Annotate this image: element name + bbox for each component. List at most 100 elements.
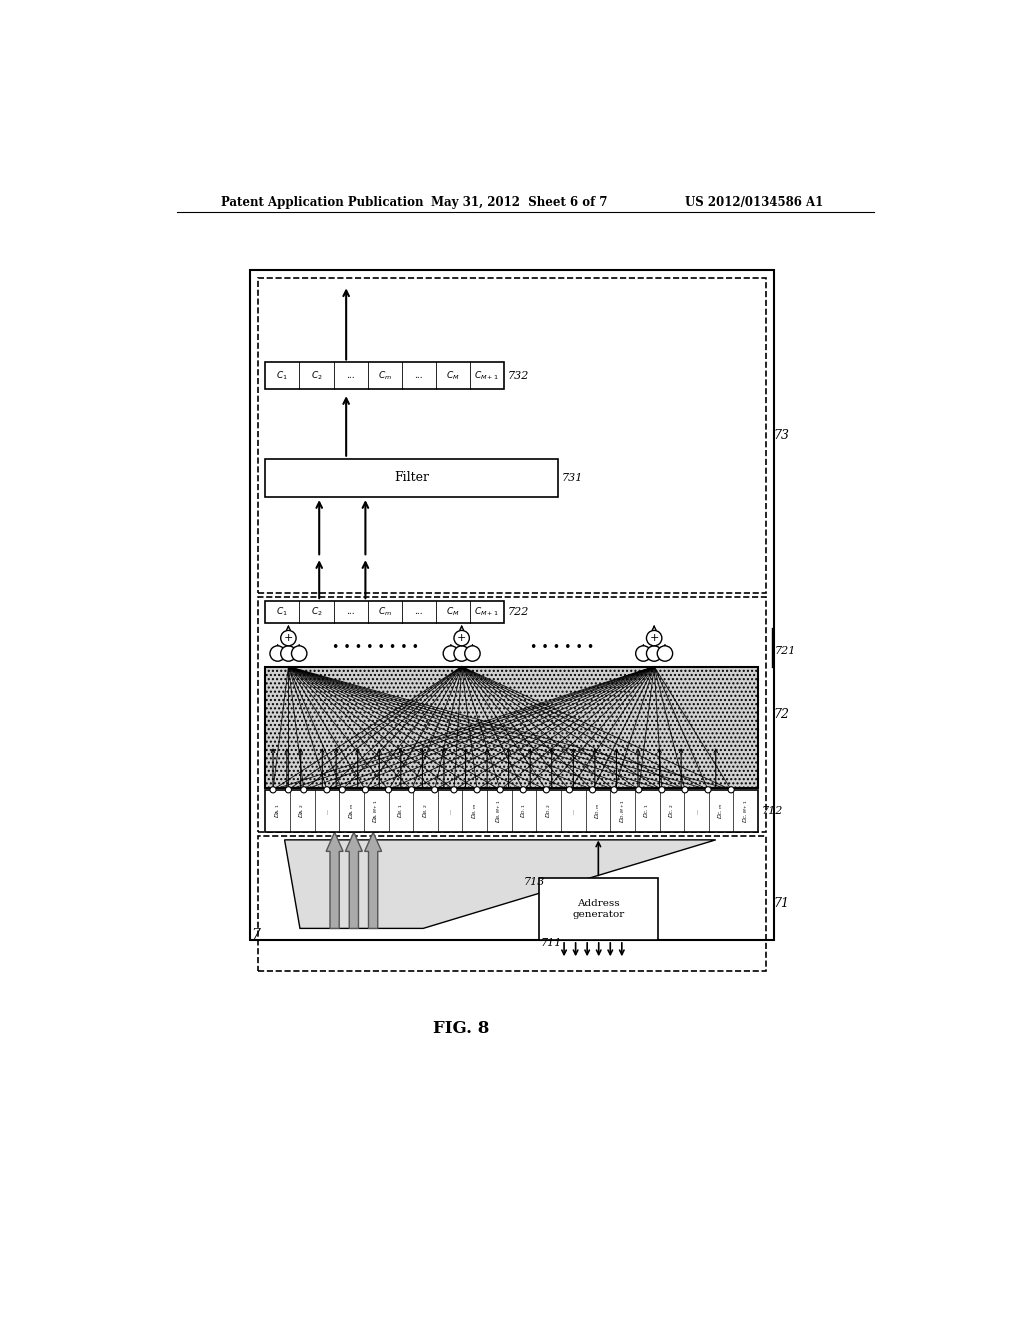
Circle shape (728, 787, 734, 793)
Text: 712: 712 (762, 807, 783, 816)
Text: +: + (649, 634, 658, 643)
Text: ...: ... (447, 808, 453, 814)
Text: $D_{C,2}$: $D_{C,2}$ (668, 804, 676, 818)
Bar (258, 597, 766, 832)
Text: $D_{A,M+1}$: $D_{A,M+1}$ (372, 799, 380, 822)
Text: Address
generator: Address generator (572, 899, 625, 919)
Polygon shape (365, 832, 382, 928)
Text: $D_{B,m}$: $D_{B,m}$ (471, 803, 479, 818)
Text: 721: 721 (775, 647, 797, 656)
Text: US 2012/0134586 A1: US 2012/0134586 A1 (685, 195, 823, 209)
Circle shape (324, 787, 330, 793)
Circle shape (301, 787, 307, 793)
Circle shape (646, 631, 662, 645)
Text: $D_{D,2}$: $D_{D,2}$ (545, 804, 553, 818)
Text: $C_m$: $C_m$ (378, 606, 392, 618)
Circle shape (590, 787, 596, 793)
Text: $C_M$: $C_M$ (446, 606, 460, 618)
Circle shape (658, 787, 665, 793)
Bar (250, 271, 773, 940)
Circle shape (465, 645, 480, 661)
Circle shape (454, 645, 469, 661)
Circle shape (646, 645, 662, 661)
Text: $C_{M+1}$: $C_{M+1}$ (474, 606, 500, 618)
Text: ...: ... (346, 371, 355, 380)
Text: $D_{D,M+1}$: $D_{D,M+1}$ (618, 799, 627, 822)
Circle shape (292, 645, 307, 661)
Text: $D_{B,2}$: $D_{B,2}$ (421, 804, 430, 818)
Text: ...: ... (415, 371, 423, 380)
Circle shape (657, 645, 673, 661)
Text: $D_{B,1}$: $D_{B,1}$ (396, 804, 404, 818)
Text: $D_{A,m}$: $D_{A,m}$ (347, 803, 355, 818)
Text: 732: 732 (508, 371, 529, 381)
Polygon shape (345, 832, 362, 928)
Circle shape (611, 787, 617, 793)
Bar (265, 667, 758, 788)
Circle shape (454, 631, 469, 645)
Text: $D_{B,M+1}$: $D_{B,M+1}$ (496, 799, 504, 822)
Circle shape (705, 787, 711, 793)
Text: 713: 713 (523, 878, 545, 887)
Text: $D_{C,M+1}$: $D_{C,M+1}$ (741, 799, 750, 822)
Text: $C_{M+1}$: $C_{M+1}$ (474, 370, 500, 383)
Circle shape (270, 645, 286, 661)
Circle shape (451, 787, 457, 793)
Text: $D_{C,1}$: $D_{C,1}$ (643, 804, 651, 818)
Text: Filter: Filter (394, 471, 429, 484)
Text: +: + (284, 634, 293, 643)
Text: ...: ... (325, 808, 330, 814)
Bar (265, 601, 504, 623)
Text: $C_2$: $C_2$ (310, 370, 323, 383)
Bar (539, 878, 658, 940)
Circle shape (636, 645, 651, 661)
Text: 7: 7 (252, 928, 260, 942)
Text: $C_m$: $C_m$ (378, 370, 392, 383)
Text: 711: 711 (541, 937, 561, 948)
Circle shape (281, 631, 296, 645)
Text: 72: 72 (773, 709, 790, 721)
Text: 722: 722 (508, 607, 529, 616)
Text: $D_{C,m}$: $D_{C,m}$ (717, 803, 725, 818)
Text: $D_{A,2}$: $D_{A,2}$ (298, 804, 306, 818)
Circle shape (520, 787, 526, 793)
Polygon shape (285, 840, 716, 928)
Text: May 31, 2012  Sheet 6 of 7: May 31, 2012 Sheet 6 of 7 (431, 195, 607, 209)
Circle shape (281, 645, 296, 661)
Text: • • • • • • • •: • • • • • • • • (332, 640, 419, 653)
Text: FIG. 8: FIG. 8 (433, 1020, 489, 1038)
Text: $C_1$: $C_1$ (276, 606, 288, 618)
Text: 731: 731 (562, 473, 583, 483)
Circle shape (544, 787, 550, 793)
Circle shape (362, 787, 369, 793)
Text: $C_1$: $C_1$ (276, 370, 288, 383)
Text: ...: ... (346, 607, 355, 616)
Text: Patent Application Publication: Patent Application Publication (221, 195, 424, 209)
Circle shape (286, 787, 292, 793)
Polygon shape (326, 832, 343, 928)
Text: • • • • • •: • • • • • • (529, 640, 594, 653)
Circle shape (682, 787, 688, 793)
Text: $D_{D,m}$: $D_{D,m}$ (594, 803, 602, 820)
Text: ...: ... (694, 808, 699, 814)
Text: ...: ... (570, 808, 575, 814)
Text: +: + (457, 634, 466, 643)
Circle shape (474, 787, 480, 793)
Text: $C_M$: $C_M$ (446, 370, 460, 383)
Bar (265, 789, 758, 832)
Text: $C_2$: $C_2$ (310, 606, 323, 618)
Bar (258, 836, 766, 970)
Circle shape (270, 787, 276, 793)
Bar (258, 277, 766, 594)
Bar (265, 459, 558, 498)
Text: $D_{D,1}$: $D_{D,1}$ (520, 804, 528, 818)
Text: $D_{A,1}$: $D_{A,1}$ (273, 804, 282, 818)
Circle shape (409, 787, 415, 793)
Circle shape (636, 787, 642, 793)
Circle shape (432, 787, 438, 793)
Text: ...: ... (415, 607, 423, 616)
Circle shape (339, 787, 345, 793)
Circle shape (385, 787, 391, 793)
Text: 71: 71 (773, 896, 790, 909)
Circle shape (566, 787, 572, 793)
